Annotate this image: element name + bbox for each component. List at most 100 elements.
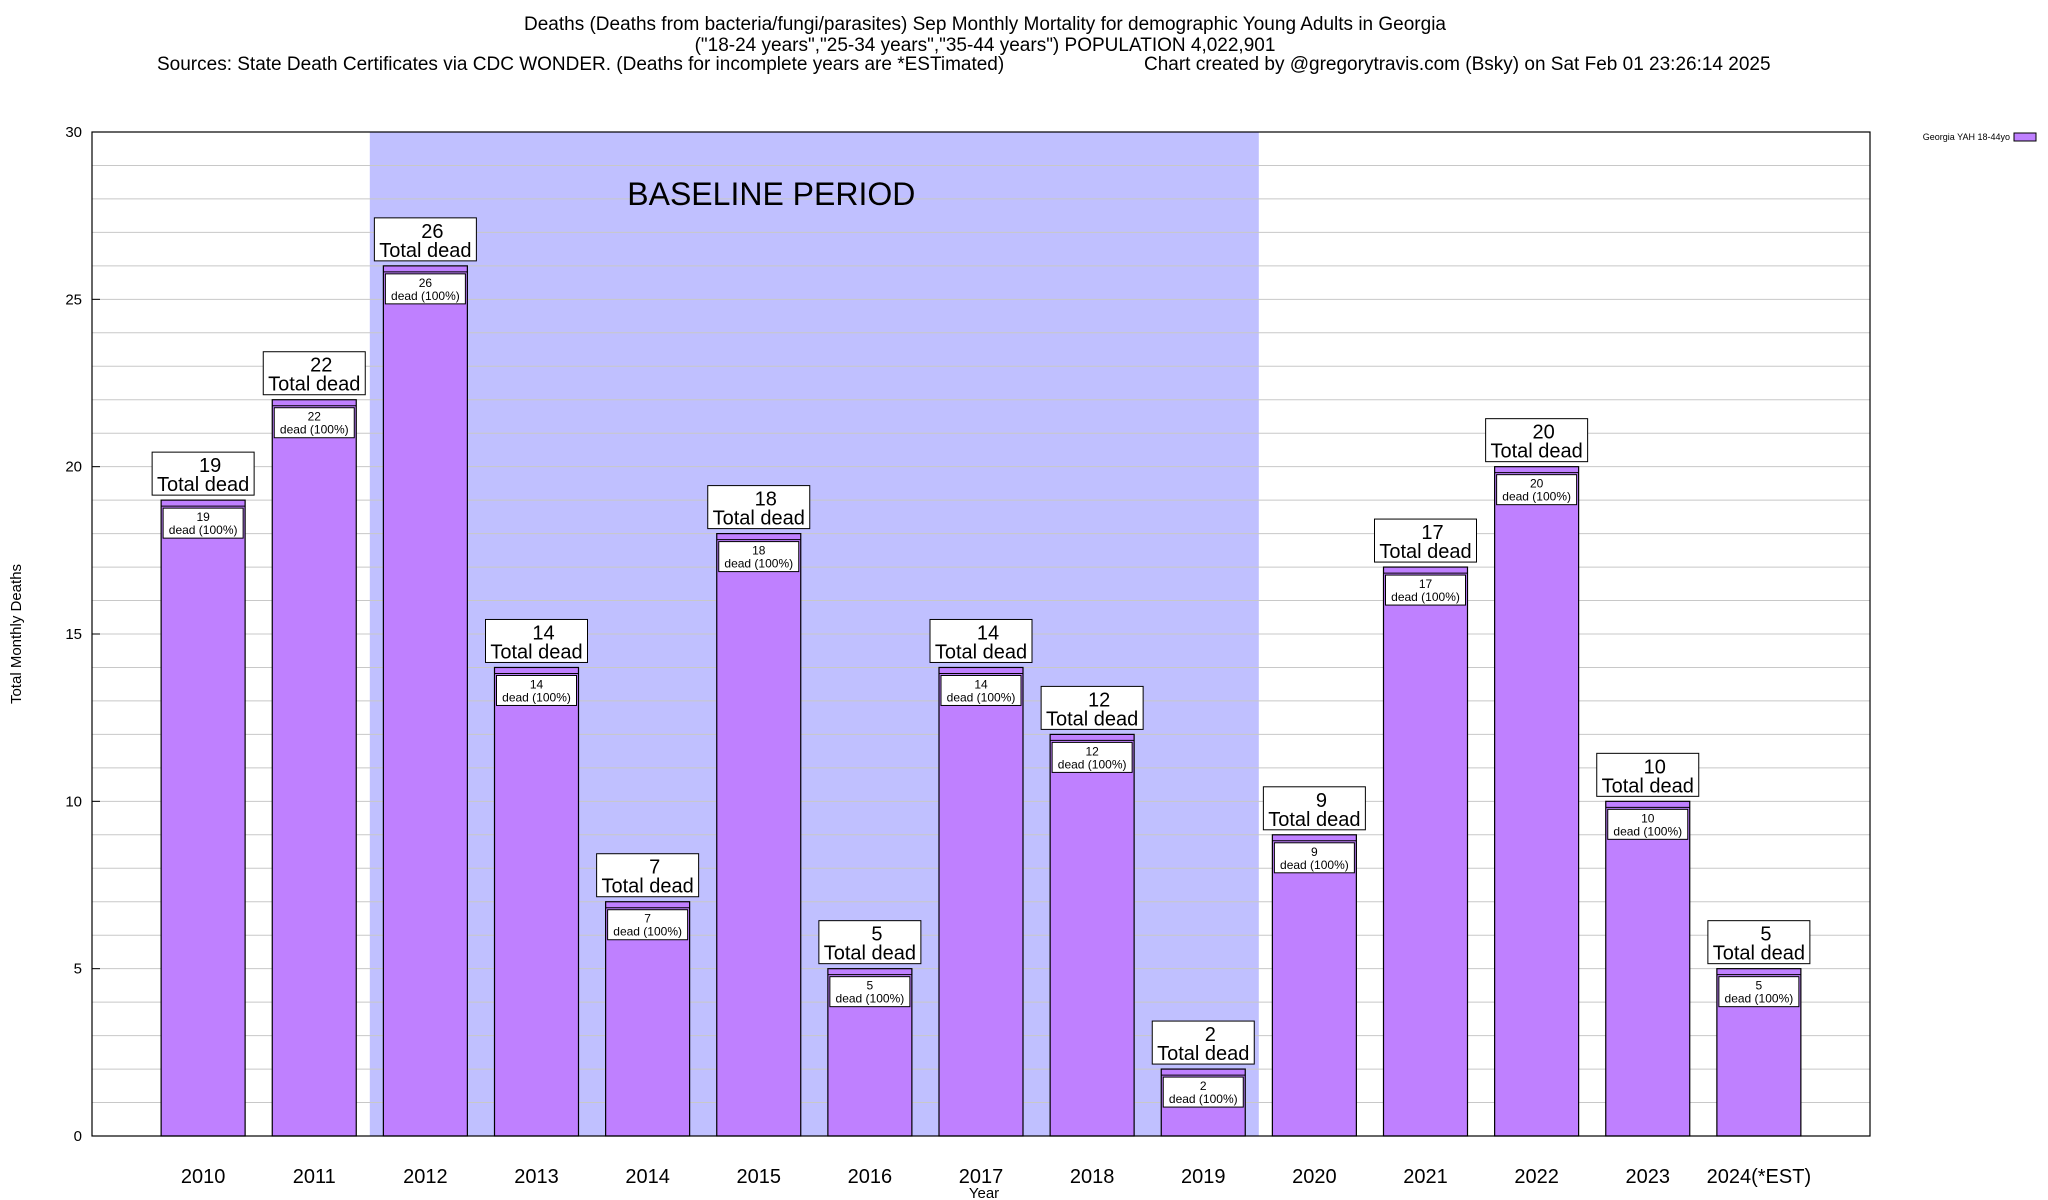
total-label-text: Total dead: [935, 641, 1027, 663]
total-label-box: [1707, 920, 1811, 965]
inner-label-text: dead (100%): [1058, 757, 1127, 771]
x-tick-label: 2013: [514, 1166, 559, 1188]
total-label-value: 26: [421, 221, 443, 243]
total-label-value: 9: [1316, 790, 1327, 812]
total-label-box: [151, 451, 255, 496]
bar: [1382, 566, 1469, 1137]
total-label-value: 17: [1421, 522, 1443, 544]
inner-label-box: [273, 407, 355, 439]
inner-label-value: 12: [1085, 744, 1099, 758]
total-label-text: Total dead: [268, 374, 360, 396]
total-label-text: Total dead: [379, 240, 471, 262]
inner-label-value: 7: [644, 912, 651, 926]
total-label-text: Total dead: [1490, 441, 1582, 463]
bar: [1494, 466, 1580, 1137]
chart-title-line2: ("18-24 years","25-34 years","35-44 year…: [694, 35, 1276, 56]
bar: [938, 666, 1024, 1137]
total-label-value: 10: [1644, 756, 1666, 778]
inner-label-text: dead (100%): [947, 690, 1016, 704]
inner-label-text: dead (100%): [280, 423, 349, 437]
total-label-text: Total dead: [1268, 809, 1360, 831]
total-label-value: 7: [649, 857, 660, 879]
total-label-box: [1374, 518, 1477, 563]
x-tick-label: 2011: [293, 1166, 336, 1188]
bar: [493, 666, 580, 1137]
legend-label: Georgia YAH 18-44yo: [1923, 132, 2010, 142]
inner-label-value: 22: [308, 410, 322, 424]
inner-label-box: [829, 976, 911, 1008]
inner-label-value: 14: [530, 677, 544, 691]
x-tick-label: 2017: [959, 1166, 1004, 1188]
total-label-text: Total dead: [824, 943, 916, 965]
bar: [160, 499, 246, 1137]
y-tick-label: 30: [65, 124, 82, 141]
inner-label-text: dead (100%): [613, 925, 682, 939]
total-label-text: Total dead: [713, 508, 805, 530]
inner-label-box: [1051, 741, 1133, 773]
y-axis-title: Total Monthly Deaths: [8, 564, 25, 704]
inner-label-box: [718, 541, 800, 573]
x-tick-label: 2022: [1514, 1166, 1559, 1188]
total-label-value: 14: [532, 622, 554, 644]
inner-label-box: [1162, 1076, 1244, 1108]
inner-label-value: 20: [1530, 477, 1544, 491]
inner-label-value: 14: [974, 677, 988, 691]
total-label-box: [1151, 1020, 1255, 1065]
inner-label-value: 18: [752, 544, 766, 558]
x-tick-label: 2023: [1626, 1166, 1671, 1188]
total-label-box: [929, 618, 1033, 663]
y-tick-label: 25: [65, 291, 82, 308]
inner-label-box: [940, 674, 1022, 706]
total-label-box: [1262, 786, 1366, 831]
total-label-text: Total dead: [1713, 943, 1805, 965]
inner-label-box: [384, 273, 466, 305]
total-label-box: [818, 920, 922, 965]
total-label-value: 12: [1088, 689, 1110, 711]
x-tick-label: 2014: [625, 1166, 670, 1188]
inner-label-value: 17: [1419, 577, 1433, 591]
total-label-box: [373, 217, 477, 262]
total-label-box: [1040, 685, 1144, 730]
x-tick-label: 2018: [1070, 1166, 1115, 1188]
inner-label-text: dead (100%): [1613, 824, 1682, 838]
y-tick-label: 0: [74, 1128, 82, 1145]
x-tick-label: 2019: [1181, 1166, 1226, 1188]
x-tick-label: 2015: [737, 1166, 782, 1188]
bar: [382, 265, 468, 1137]
y-tick-label: 10: [65, 793, 82, 810]
total-label-value: 19: [199, 455, 221, 477]
total-label-box: [1596, 752, 1700, 797]
inner-label-box: [1607, 808, 1689, 840]
inner-label-value: 9: [1311, 845, 1318, 859]
inner-label-text: dead (100%): [1502, 490, 1571, 504]
inner-label-value: 5: [1756, 979, 1763, 993]
inner-label-value: 26: [419, 276, 433, 290]
inner-label-text: dead (100%): [1391, 590, 1460, 604]
inner-label-box: [496, 674, 577, 706]
bar: [1049, 733, 1135, 1137]
chart-credit-text: Chart created by @gregorytravis.com (Bsk…: [1144, 54, 1771, 75]
inner-label-text: dead (100%): [502, 690, 571, 704]
x-tick-label: 2012: [403, 1166, 448, 1188]
inner-label-text: dead (100%): [836, 992, 905, 1006]
total-label-value: 2: [1205, 1024, 1216, 1046]
total-label-text: Total dead: [1379, 541, 1471, 563]
inner-label-text: dead (100%): [1280, 858, 1349, 872]
legend-swatch: [2013, 132, 2037, 142]
bar: [271, 399, 357, 1137]
total-label-value: 5: [871, 924, 882, 946]
x-tick-label: 2021: [1403, 1166, 1448, 1188]
inner-label-value: 5: [867, 979, 874, 993]
inner-label-value: 2: [1200, 1079, 1207, 1093]
bar: [716, 532, 802, 1137]
total-label-box: [1485, 418, 1589, 463]
x-tick-label: 2024(*EST): [1707, 1166, 1812, 1188]
baseline-label: BASELINE PERIOD: [627, 176, 915, 212]
inner-label-text: dead (100%): [1169, 1092, 1238, 1106]
inner-label-box: [1273, 842, 1355, 874]
total-label-box: [262, 351, 366, 396]
total-label-value: 18: [755, 489, 777, 511]
total-label-text: Total dead: [1602, 775, 1694, 797]
total-label-box: [707, 485, 811, 530]
